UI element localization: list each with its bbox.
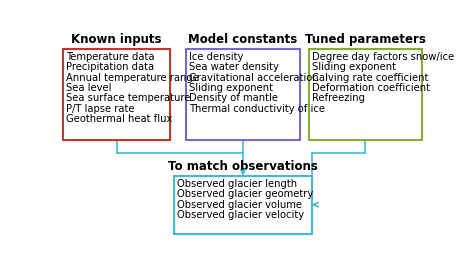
Bar: [174, 176, 312, 234]
Text: Observed glacier length: Observed glacier length: [177, 179, 297, 189]
Text: Model constants: Model constants: [188, 33, 298, 46]
Bar: [63, 49, 170, 140]
Text: Annual temperature range: Annual temperature range: [66, 73, 199, 83]
Text: Geothermal heat flux: Geothermal heat flux: [66, 114, 173, 124]
Text: Gravitational acceleration: Gravitational acceleration: [189, 73, 319, 83]
Text: Temperature data: Temperature data: [66, 52, 155, 62]
Text: To match observations: To match observations: [168, 160, 318, 173]
Text: Sea water density: Sea water density: [189, 62, 279, 72]
Bar: [186, 49, 300, 140]
Text: Known inputs: Known inputs: [72, 33, 162, 46]
Text: Sliding exponent: Sliding exponent: [312, 62, 396, 72]
Text: Calving rate coefficient: Calving rate coefficient: [312, 73, 428, 83]
Text: Degree day factors snow/ice: Degree day factors snow/ice: [312, 52, 454, 62]
Bar: [309, 49, 422, 140]
Text: Observed glacier geometry: Observed glacier geometry: [177, 189, 313, 199]
Text: Deformation coefficient: Deformation coefficient: [312, 83, 430, 93]
Text: Sliding exponent: Sliding exponent: [189, 83, 273, 93]
Text: Thermal conductivity of ice: Thermal conductivity of ice: [189, 104, 325, 114]
Text: Observed glacier velocity: Observed glacier velocity: [177, 210, 304, 220]
Text: Density of mantle: Density of mantle: [189, 93, 278, 103]
Text: Precipitation data: Precipitation data: [66, 62, 155, 72]
Text: Refreezing: Refreezing: [312, 93, 365, 103]
Text: Sea level: Sea level: [66, 83, 112, 93]
Text: Tuned parameters: Tuned parameters: [305, 33, 426, 46]
Text: Observed glacier volume: Observed glacier volume: [177, 200, 302, 210]
Text: P/T lapse rate: P/T lapse rate: [66, 104, 135, 114]
Text: Ice density: Ice density: [189, 52, 243, 62]
Text: Sea surface temperature: Sea surface temperature: [66, 93, 191, 103]
